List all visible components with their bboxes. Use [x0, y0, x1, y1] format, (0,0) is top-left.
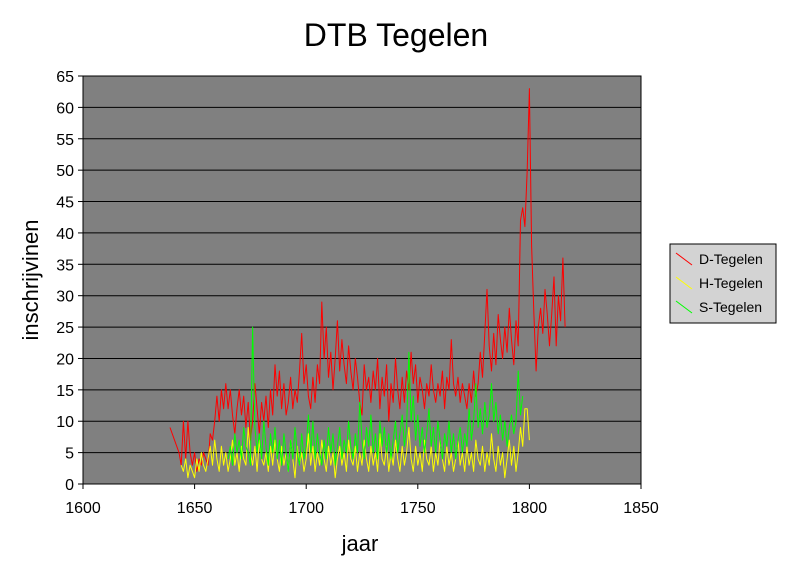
legend-label-h-tegelen: H-Tegelen	[699, 275, 763, 291]
y-axis-title: inschrijvinen	[18, 219, 43, 340]
y-tick-label: 55	[56, 132, 74, 149]
legend-label-d-tegelen: D-Tegelen	[699, 251, 763, 267]
series-lines	[169, 88, 566, 479]
gridlines	[83, 106, 641, 454]
y-tick-label: 40	[56, 226, 74, 243]
y-tick-label: 65	[56, 69, 74, 86]
y-tick-label: 60	[56, 100, 74, 117]
x-tick-label: 1700	[288, 500, 324, 517]
y-tick-label: 10	[56, 414, 74, 431]
plot-area	[82, 75, 642, 485]
x-axis-title: jaar	[341, 531, 379, 556]
legend-swatch-d-tegelen	[675, 252, 693, 266]
y-tick-labels: 0 5 10 15 20 25 30 35 40 45 50 55 60 65	[56, 69, 83, 494]
y-tick-label: 15	[56, 383, 74, 400]
legend: D-Tegelen H-Tegelen S-Tegelen	[669, 243, 777, 324]
y-tick-label: 25	[56, 320, 74, 337]
y-tick-label: 35	[56, 257, 74, 274]
series-line-s-tegelen	[227, 326, 524, 472]
x-tick-label: 1750	[400, 500, 436, 517]
legend-swatch-h-tegelen	[675, 276, 693, 290]
chart-title: DTB Tegelen	[304, 17, 488, 53]
x-tick-label: 1800	[512, 500, 548, 517]
y-tick-label: 0	[65, 477, 74, 494]
x-tick-label: 1600	[65, 500, 101, 517]
series-line-h-tegelen	[180, 408, 530, 479]
series-line-d-tegelen	[169, 88, 566, 472]
y-tick-label: 20	[56, 351, 74, 368]
y-tick-label: 50	[56, 163, 74, 180]
x-tick-label: 1850	[623, 500, 659, 517]
y-tick-label: 45	[56, 195, 74, 212]
legend-swatch-s-tegelen	[675, 300, 693, 314]
x-tick-labels: 1600 1650 1700 1750 1800 1850	[65, 484, 659, 517]
y-tick-label: 5	[65, 446, 74, 463]
y-tick-label: 30	[56, 289, 74, 306]
legend-label-s-tegelen: S-Tegelen	[699, 299, 762, 315]
x-tick-label: 1650	[177, 500, 213, 517]
